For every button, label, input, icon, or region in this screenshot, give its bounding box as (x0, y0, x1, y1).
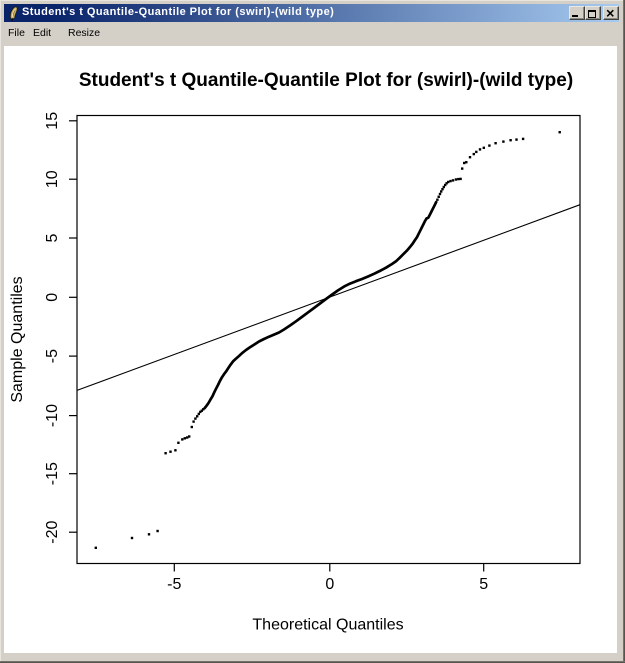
svg-text:0: 0 (325, 576, 334, 593)
svg-text:10: 10 (44, 170, 61, 188)
svg-text:Theoretical Quantiles: Theoretical Quantiles (252, 617, 403, 634)
svg-text:5: 5 (44, 233, 61, 242)
svg-text:-5: -5 (44, 349, 61, 363)
svg-text:0: 0 (44, 293, 61, 302)
svg-text:Student's t Quantile-Quantile: Student's t Quantile-Quantile Plot for (… (79, 70, 573, 91)
svg-text:-15: -15 (44, 462, 61, 485)
svg-text:5: 5 (479, 576, 488, 593)
svg-text:15: 15 (44, 112, 61, 130)
svg-text:-20: -20 (44, 521, 61, 544)
svg-text:-5: -5 (167, 576, 181, 593)
svg-text:Sample Quantiles: Sample Quantiles (9, 276, 26, 402)
svg-text:-10: -10 (44, 404, 61, 427)
